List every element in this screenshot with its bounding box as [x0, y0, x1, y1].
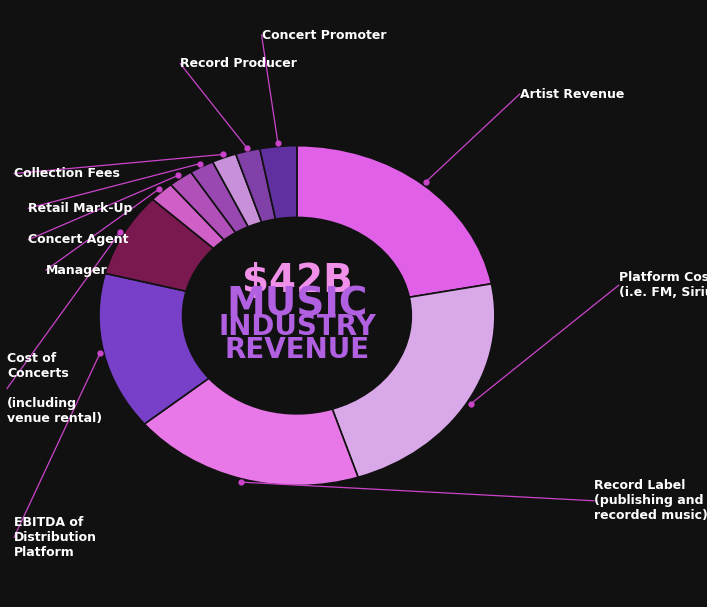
Text: Retail Mark-Up: Retail Mark-Up: [28, 202, 133, 215]
Text: INDUSTRY: INDUSTRY: [218, 313, 376, 341]
Wedge shape: [171, 172, 235, 240]
Wedge shape: [105, 199, 214, 291]
Circle shape: [182, 217, 411, 414]
Wedge shape: [260, 146, 297, 219]
Text: Cost of
Concerts

(including
venue rental): Cost of Concerts (including venue rental…: [7, 352, 103, 425]
Text: MUSIC: MUSIC: [226, 285, 368, 323]
Wedge shape: [99, 273, 209, 424]
Wedge shape: [332, 284, 495, 477]
Wedge shape: [191, 162, 248, 232]
Text: REVENUE: REVENUE: [224, 336, 370, 364]
Text: Collection Fees: Collection Fees: [14, 167, 120, 180]
Text: Record Label
(publishing and
recorded music): Record Label (publishing and recorded mu…: [594, 480, 707, 522]
Text: Platform Cost
(i.e. FM, Sirius, Spotify): Platform Cost (i.e. FM, Sirius, Spotify): [619, 271, 707, 299]
Text: EBITDA of
Distribution
Platform: EBITDA of Distribution Platform: [14, 516, 97, 558]
Text: Record Producer: Record Producer: [180, 57, 297, 70]
Wedge shape: [153, 185, 224, 248]
Wedge shape: [213, 154, 262, 227]
Text: Concert Promoter: Concert Promoter: [262, 29, 386, 42]
Text: $42B: $42B: [242, 262, 352, 300]
Text: Concert Agent: Concert Agent: [28, 233, 129, 246]
Wedge shape: [297, 146, 491, 297]
Text: Manager: Manager: [46, 263, 107, 277]
Wedge shape: [144, 378, 358, 486]
Wedge shape: [235, 149, 276, 222]
Text: Artist Revenue: Artist Revenue: [520, 87, 624, 101]
